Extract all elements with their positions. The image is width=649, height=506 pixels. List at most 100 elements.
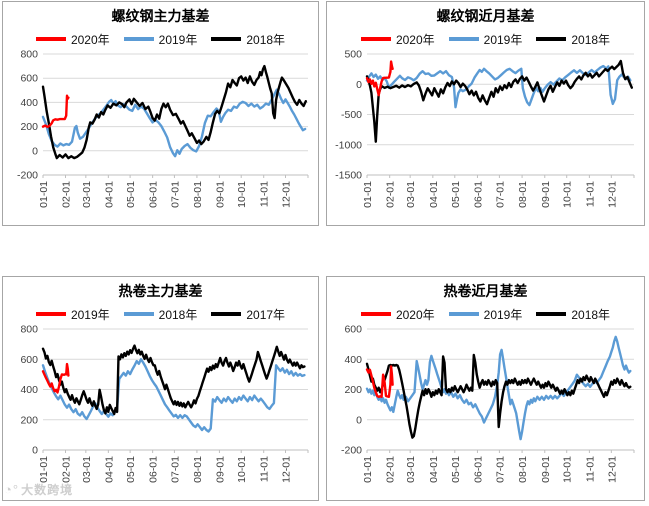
legend-label: 2020年 [395, 32, 435, 47]
x-axis-label: 12-01 [606, 456, 618, 483]
y-axis-label: 400 [344, 354, 362, 366]
legend-item: 2020年 [360, 31, 435, 48]
y-axis-label: 0 [32, 445, 38, 457]
legend-item: 2019年 [448, 306, 523, 323]
chart-panel-hrc-main-basis[interactable]: 热卷主力基差 2019年 2018年 2017年 800 600 400 200 0 01-0… [2, 276, 319, 501]
legend-line-sample [123, 312, 154, 317]
y-axis-label: 800 [20, 324, 38, 336]
legend-item: 2017年 [211, 306, 285, 323]
y-axis-label: -1500 [335, 170, 362, 182]
legend-label: 2019年 [483, 307, 523, 322]
chart-title: 螺纹钢近月基差 [436, 8, 535, 24]
legend-label: 2019年 [70, 307, 110, 322]
x-axis-label: 08-01 [517, 456, 529, 483]
x-axis-label: 03-01 [405, 456, 417, 483]
x-axis-label: 11-01 [584, 181, 596, 207]
y-axis-label: 200 [344, 384, 362, 396]
chart-panel-rebar-main-basis[interactable]: 螺纹钢主力基差 2020年 2019年 2018年 800 600 400 200 0 -20… [2, 1, 319, 226]
series-line-2018年 [41, 358, 306, 434]
y-axis-label: 800 [20, 49, 38, 61]
x-axis-label: 02-01 [61, 181, 73, 208]
chart-plot: 800 600 400 200 001-01 02-01 03-01 04-01 05-01 06… [20, 324, 309, 483]
legend-line-sample [211, 37, 242, 42]
x-axis-label: 03-01 [81, 181, 93, 208]
x-axis-label: 12-01 [606, 181, 618, 208]
chart-legend: 2020年 2019年 2018年 [3, 31, 318, 47]
series-line-2020年 [41, 94, 70, 129]
y-axis-label: 600 [20, 73, 38, 85]
legend-line-sample [360, 37, 391, 42]
x-axis-label: 12-01 [280, 181, 292, 208]
x-axis-label: 01-01 [362, 456, 374, 483]
legend-line-sample [35, 37, 66, 42]
x-axis-label: 10-01 [236, 181, 248, 208]
y-axis-label: -1000 [335, 140, 362, 152]
chart-title: 螺纹钢主力基差 [111, 8, 210, 24]
legend-label: 2018年 [158, 307, 198, 322]
x-axis-label: 10-01 [562, 181, 574, 208]
legend-line-sample [536, 37, 567, 42]
x-axis-label: 09-01 [540, 456, 552, 483]
y-axis-label: 600 [344, 324, 362, 336]
x-axis-label: 03-01 [81, 456, 93, 483]
x-axis-label: 11-01 [259, 181, 271, 207]
legend-label: 2019年 [483, 32, 523, 47]
y-axis-label: -200 [341, 445, 362, 457]
y-axis-label: 200 [20, 415, 38, 427]
legend-line-sample [35, 312, 66, 317]
x-axis-label: 04-01 [428, 456, 440, 483]
chart-panel-hrc-near-month-basis[interactable]: 热卷近月基差 2020年 2019年 2018年 600 400 200 0 -200 01-… [326, 276, 645, 501]
x-axis-label: 11-01 [259, 456, 271, 482]
y-axis-label: 0 [356, 415, 362, 427]
x-axis-label: 07-01 [169, 456, 181, 483]
x-axis-label: 09-01 [540, 181, 552, 208]
x-axis-label: 07-01 [494, 456, 506, 483]
x-axis-label: 05-01 [125, 181, 137, 208]
series-line-2020年 [365, 60, 394, 97]
series-line-2018年 [365, 354, 632, 440]
series-line-2018年 [41, 65, 307, 160]
y-axis-label: 400 [20, 384, 38, 396]
legend-item: 2019年 [448, 31, 523, 48]
x-axis-label: 05-01 [450, 456, 462, 483]
y-axis-label: 500 [344, 49, 362, 61]
x-axis-label: 11-01 [584, 456, 596, 482]
x-axis-label: 06-01 [148, 181, 160, 208]
legend-label: 2018年 [571, 307, 611, 322]
chart-legend: 2020年 2019年 2018年 [327, 31, 644, 47]
chart-panel-rebar-near-month-basis[interactable]: 螺纹钢近月基差 2020年 2019年 2018年 500 0 -500 -1000 -15… [326, 1, 645, 226]
x-axis-label: 02-01 [385, 456, 397, 483]
x-axis-label: 04-01 [428, 181, 440, 208]
legend-item: 2020年 [360, 306, 435, 323]
y-axis-label: 0 [356, 79, 362, 91]
x-axis-label: 12-01 [280, 456, 292, 483]
legend-label: 2018年 [246, 32, 286, 47]
x-axis-label: 05-01 [125, 456, 137, 483]
series-line-2019年 [365, 336, 632, 441]
x-axis-label: 10-01 [236, 456, 248, 483]
x-axis-label: 02-01 [61, 456, 73, 483]
x-axis-label: 07-01 [169, 181, 181, 208]
legend-label: 2020年 [395, 307, 435, 322]
legend-line-sample [448, 312, 479, 317]
legend-item: 2018年 [536, 31, 610, 48]
x-axis-label: 06-01 [472, 181, 484, 208]
series-line-2017年 [41, 344, 306, 416]
x-axis-label: 09-01 [214, 456, 226, 483]
chart-legend: 2020年 2019年 2018年 [327, 306, 644, 322]
legend-item: 2019年 [123, 31, 197, 48]
x-axis-label: 10-01 [562, 456, 574, 483]
legend-item: 2018年 [123, 306, 198, 323]
series-line-2020年 [365, 365, 394, 399]
x-axis-label: 08-01 [192, 181, 204, 208]
y-axis-label: 600 [20, 354, 38, 366]
y-axis-label: -200 [17, 170, 38, 182]
series-line-2018年 [365, 60, 633, 144]
legend-line-sample [536, 312, 567, 317]
x-axis-label: 08-01 [192, 456, 204, 483]
legend-item: 2018年 [536, 306, 610, 323]
legend-label: 2020年 [70, 32, 110, 47]
